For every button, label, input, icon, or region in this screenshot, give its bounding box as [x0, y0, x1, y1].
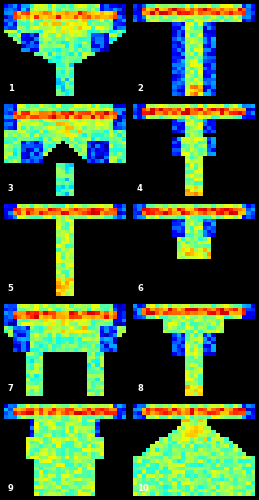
Text: 7: 7	[8, 384, 13, 393]
Text: 8: 8	[137, 384, 143, 393]
Text: 3: 3	[8, 184, 13, 193]
Text: 1: 1	[8, 84, 13, 93]
Text: 2: 2	[137, 84, 143, 93]
Text: 4: 4	[137, 184, 143, 193]
Text: 6: 6	[137, 284, 143, 293]
Text: 10: 10	[137, 484, 149, 493]
Text: 5: 5	[8, 284, 13, 293]
Text: 9: 9	[8, 484, 13, 493]
